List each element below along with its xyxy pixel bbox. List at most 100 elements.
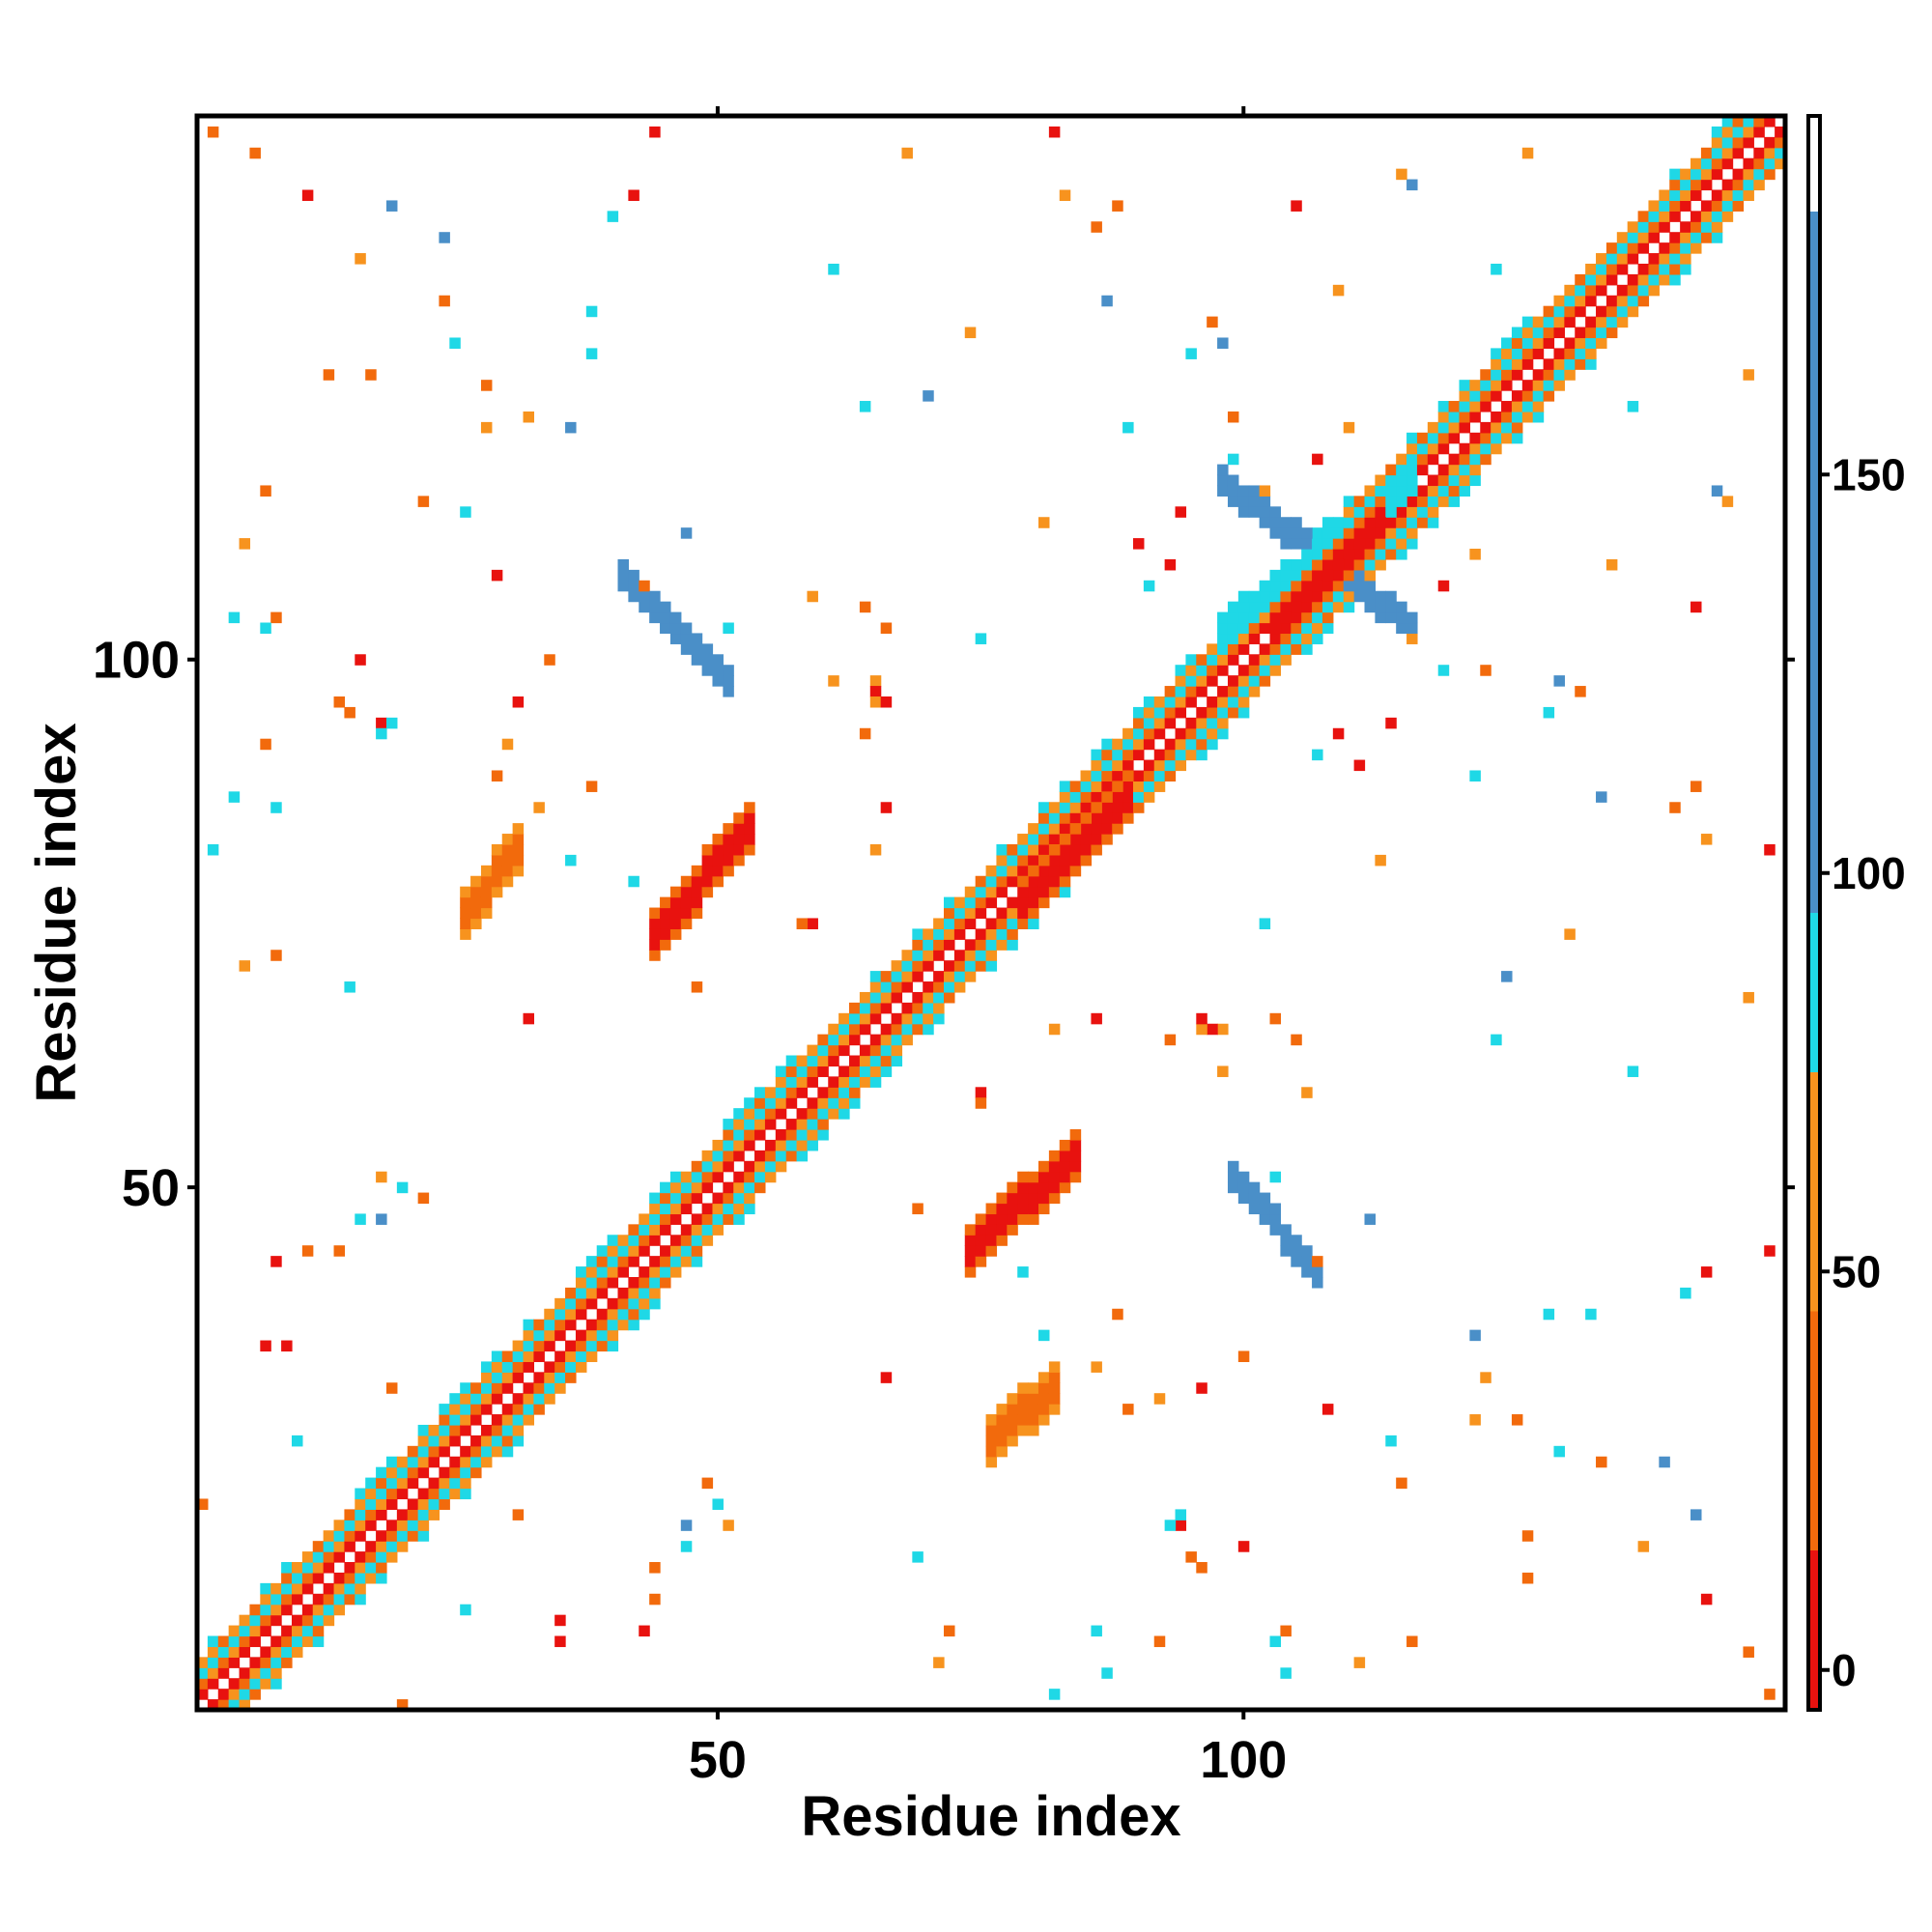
heatmap-cell [1122, 781, 1134, 792]
heatmap-cell [975, 960, 987, 972]
heatmap-cell [260, 1614, 271, 1627]
heatmap-cell [1017, 896, 1029, 909]
heatmap-cell [1437, 580, 1450, 592]
heatmap-cell [1543, 316, 1555, 328]
heatmap-cell [1227, 411, 1239, 423]
heatmap-cell [1480, 421, 1492, 434]
heatmap-cell [1196, 727, 1208, 740]
y-axis-title: Residue index [25, 723, 88, 1102]
heatmap-cell [680, 1245, 693, 1257]
heatmap-cell [396, 1509, 409, 1520]
heatmap-cell [733, 1129, 745, 1141]
heatmap-cell [1469, 401, 1481, 412]
heatmap-cell [691, 643, 703, 655]
heatmap-cell [1091, 812, 1102, 824]
heatmap-cell [1764, 136, 1776, 149]
heatmap-cell [1764, 116, 1776, 128]
heatmap-cell [1459, 474, 1470, 487]
heatmap-cell [628, 1256, 639, 1267]
heatmap-cell [985, 1435, 998, 1447]
heatmap-cell [712, 854, 724, 867]
heatmap-cell [1637, 295, 1650, 307]
heatmap-cell [1291, 1034, 1302, 1046]
heatmap-cell [460, 1424, 471, 1436]
heatmap-cell [996, 1235, 1008, 1246]
heatmap-cell [660, 1181, 671, 1194]
heatmap-cell [975, 896, 987, 909]
heatmap-cell [501, 854, 514, 867]
heatmap-cell [1575, 327, 1586, 339]
heatmap-cell [1237, 643, 1250, 655]
heatmap-cell [1627, 1065, 1639, 1077]
heatmap-cell [1396, 538, 1407, 550]
heatmap-cell [554, 1350, 566, 1363]
heatmap-cell [701, 843, 714, 856]
heatmap-cell [849, 1097, 861, 1109]
heatmap-cell [680, 907, 693, 920]
heatmap-cell [1301, 643, 1313, 655]
heatmap-cell [501, 1424, 514, 1436]
heatmap-cell [1269, 633, 1282, 644]
heatmap-cell [617, 1319, 629, 1331]
heatmap-cell [1448, 464, 1461, 476]
heatmap-cell [891, 1055, 903, 1067]
heatmap-cell [239, 1667, 251, 1679]
heatmap-cell [512, 1361, 525, 1373]
heatmap-cell [260, 622, 271, 635]
heatmap-cell [1237, 665, 1250, 676]
heatmap-cell [680, 1171, 693, 1183]
heatmap-cell [1007, 896, 1018, 909]
heatmap-cell [680, 1256, 693, 1267]
heatmap-cell [953, 896, 966, 909]
heatmap-cell [1112, 738, 1123, 751]
heatmap-cell [1028, 1192, 1039, 1205]
heatmap-cell [533, 1404, 545, 1415]
heatmap-cell [669, 1245, 682, 1257]
heatmap-cell [575, 1340, 587, 1352]
heatmap-cell [1080, 770, 1093, 782]
heatmap-cell [301, 1625, 314, 1637]
heatmap-cell [512, 1414, 525, 1426]
heatmap-cell [1753, 116, 1765, 128]
heatmap-cell [1511, 432, 1523, 444]
heatmap-cell [1585, 358, 1597, 370]
heatmap-cell [1427, 506, 1439, 518]
heatmap-cell [680, 1541, 693, 1552]
heatmap-cell [260, 1625, 271, 1637]
heatmap-cell [554, 1614, 566, 1627]
heatmap-cell [1543, 706, 1555, 719]
heatmap-cell [607, 1308, 619, 1321]
heatmap-cell [1721, 189, 1734, 202]
heatmap-cell [533, 1329, 545, 1342]
heatmap-cell [639, 1266, 650, 1278]
heatmap-cell [933, 991, 945, 1004]
heatmap-cell [460, 1604, 471, 1616]
heatmap-cell [1375, 496, 1386, 507]
heatmap-cell [1248, 611, 1261, 624]
heatmap-cell [807, 1097, 818, 1109]
heatmap-cell [1375, 538, 1386, 550]
heatmap-cell [723, 843, 734, 856]
heatmap-cell [1680, 221, 1691, 233]
heatmap-cell [1711, 157, 1723, 170]
heatmap-cell [585, 781, 598, 792]
heatmap-cell [1659, 242, 1670, 254]
heatmap-cell [669, 633, 682, 644]
heatmap-cell [649, 928, 661, 940]
heatmap-cell [376, 1477, 387, 1490]
heatmap-cell [523, 1340, 534, 1352]
heatmap-cell [491, 1435, 503, 1447]
heatmap-cell [712, 675, 724, 687]
heatmap-cell [239, 1635, 251, 1648]
heatmap-cell [985, 875, 998, 888]
heatmap-cell [228, 1699, 241, 1711]
heatmap-cell [1764, 157, 1776, 170]
heatmap-cell [1491, 1034, 1502, 1046]
heatmap-cell [333, 1541, 346, 1552]
heatmap-cell [1207, 316, 1218, 328]
heatmap-cell [239, 538, 251, 550]
heatmap-cell [923, 390, 934, 402]
heatmap-cell [1017, 875, 1029, 888]
heatmap-cell [975, 928, 987, 940]
heatmap-cell [533, 1393, 545, 1405]
